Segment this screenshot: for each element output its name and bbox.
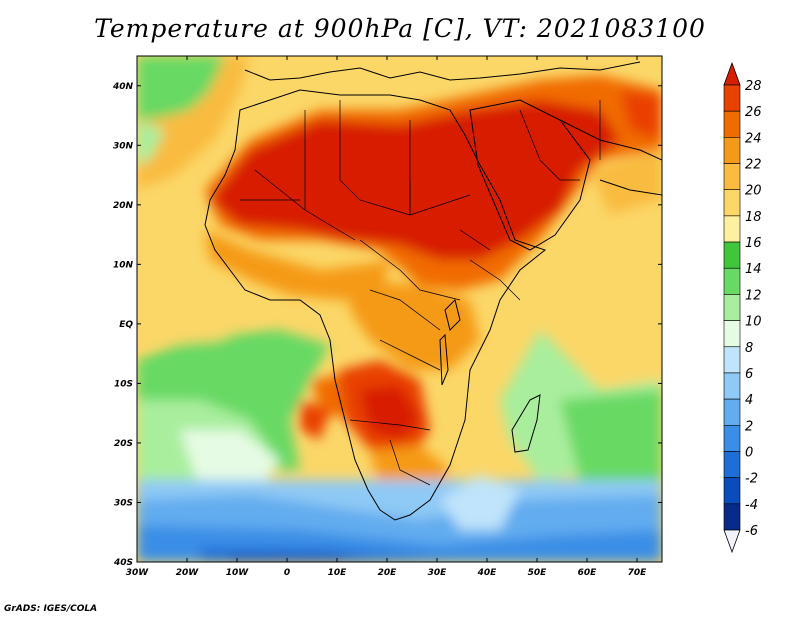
colorbar-label: 22 <box>745 158 762 173</box>
colorbar-swatch <box>723 189 741 217</box>
latitude-axis: 40N 30N 20N 10N EQ 10S 20S 30S 40S <box>112 82 662 568</box>
colorbar-swatch <box>723 372 741 400</box>
lon-tick-label: 40E <box>477 568 498 578</box>
colorbar-label: 20 <box>745 184 762 199</box>
colorbar-label: 12 <box>745 288 762 303</box>
colorbar-bottom-arrow <box>723 529 741 554</box>
lon-tick-label: 0 <box>284 568 290 578</box>
colorbar-label: -2 <box>745 472 758 487</box>
temperature-field <box>137 56 662 562</box>
colorbar-label: 14 <box>745 262 762 277</box>
colorbar-label: 28 <box>745 79 762 94</box>
colorbar-swatch <box>723 477 741 505</box>
colorbar-label: 8 <box>745 341 753 356</box>
map-title: Temperature at 900hPa [C], VT: 202108310… <box>94 14 706 43</box>
colorbar-swatch <box>723 137 741 164</box>
colorbar-swatch <box>723 320 741 348</box>
lon-tick-label: 20W <box>176 568 200 578</box>
colorbar-label: -6 <box>745 524 758 539</box>
colorbar-swatch <box>723 398 741 426</box>
colorbar-swatch <box>723 241 741 269</box>
colorbar-swatch <box>723 424 741 452</box>
lat-tick-label: 40S <box>113 558 133 568</box>
lat-tick-label: 40N <box>112 82 134 92</box>
coastlines <box>204 61 662 521</box>
colorbar-label: 2 <box>745 419 753 434</box>
longitude-axis: 30W 20W 10W 0 10E 20E 30E 40E 50E 60E 70E <box>126 56 647 578</box>
lat-tick-label: 20N <box>113 201 134 211</box>
lat-tick-label: 30N <box>113 141 134 151</box>
colorbar-swatch <box>723 503 741 531</box>
colorbar-swatch <box>723 346 741 374</box>
lon-tick-label: 50E <box>528 568 548 578</box>
colorbar-label: -4 <box>745 498 758 513</box>
lon-tick-label: 60E <box>578 568 598 578</box>
lat-tick-label: 30S <box>114 498 133 508</box>
colorbar-label: 6 <box>745 367 753 382</box>
country-borders <box>240 100 601 486</box>
colorbar-swatch <box>723 451 741 478</box>
colorbar-label: 0 <box>745 445 753 460</box>
lat-tick-label: EQ <box>119 320 133 330</box>
lon-tick-label: 70E <box>628 568 648 578</box>
colorbar-label: 24 <box>745 131 762 146</box>
colorbar-top-arrow <box>723 61 741 86</box>
lon-tick-label: 10E <box>328 568 348 578</box>
lon-tick-label: 20E <box>378 568 398 578</box>
colorbar-label: 10 <box>745 315 762 330</box>
colorbar-label: 26 <box>745 105 762 120</box>
colorbar-label: 16 <box>745 236 762 251</box>
colorbar-label: 18 <box>745 210 762 225</box>
colorbar-label: 4 <box>745 393 753 408</box>
lon-tick-label: 10W <box>226 568 250 578</box>
colorbar-swatch <box>723 294 741 321</box>
colorbar-swatch <box>723 215 741 243</box>
lat-tick-label: 10N <box>113 260 134 270</box>
map-frame <box>136 55 663 563</box>
colorbar-swatch <box>723 84 741 112</box>
colorbar-swatch <box>723 267 741 295</box>
lon-tick-label: 30W <box>126 568 150 578</box>
lat-tick-label: 20S <box>114 439 133 449</box>
footer-credit: GrADS: IGES/COLA <box>4 604 98 614</box>
colorbar-swatch <box>723 110 741 138</box>
lat-tick-label: 10S <box>114 379 133 389</box>
lon-tick-label: 30E <box>428 568 448 578</box>
colorbar-swatch <box>723 163 741 191</box>
